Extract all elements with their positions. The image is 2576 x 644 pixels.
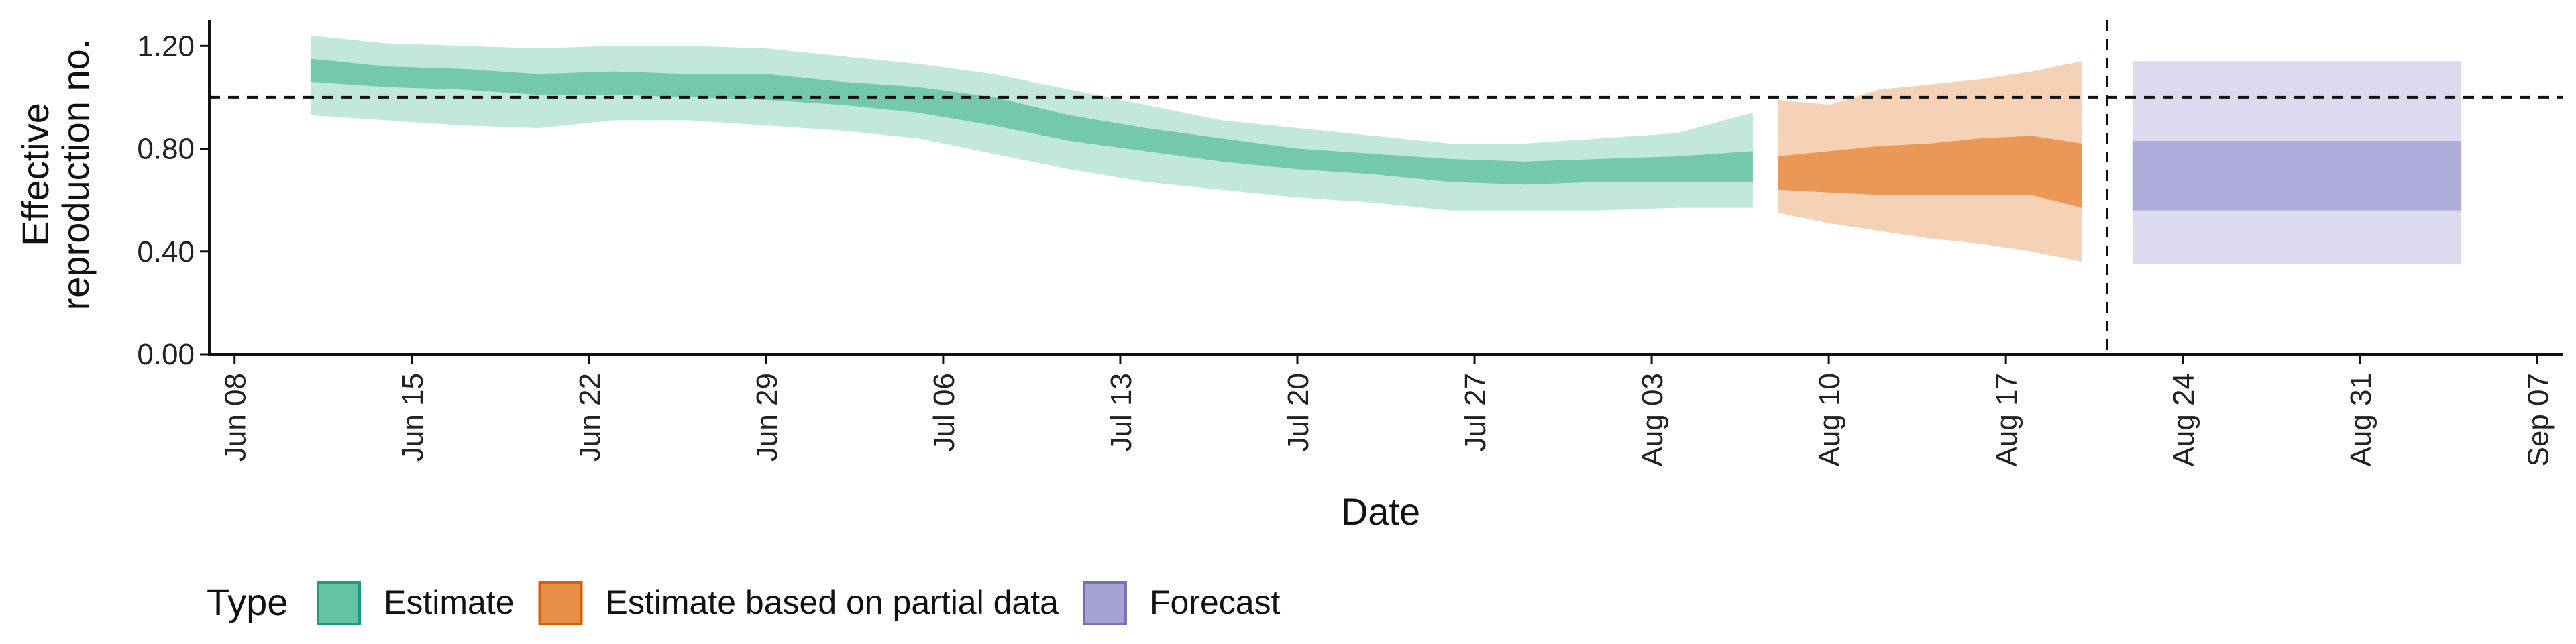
reference-layer (209, 20, 2563, 354)
x-tick-label: Aug 03 (1636, 373, 1669, 466)
x-tick-label: Jul 27 (1459, 373, 1492, 451)
y-tick-layer: 0.00 0.40 0.80 1.20 (137, 30, 209, 371)
x-tick-label: Aug 24 (2167, 373, 2200, 466)
legend-label-series-1: Estimate based on partial data (606, 584, 1059, 621)
x-tick-label: Jun 29 (751, 373, 784, 462)
y-axis-title-line-1: Effective (14, 103, 56, 246)
x-tick-label: Aug 10 (1813, 373, 1846, 466)
y-tick-label: 1.20 (137, 30, 195, 62)
legend-label-series-2: Forecast (1150, 584, 1281, 621)
legend-swatch-series-1 (538, 581, 583, 625)
y-tick-label: 0.40 (137, 235, 195, 268)
x-tick-label: Jun 08 (219, 373, 252, 462)
x-tick-label: Aug 17 (1990, 373, 2023, 466)
legend-swatch-series-0 (317, 581, 361, 625)
x-tick-label: Jul 13 (1105, 373, 1138, 451)
y-tick-label: 0.80 (137, 133, 195, 166)
legend-items: Estimate Estimate based on partial data Fo… (317, 581, 1281, 625)
band-inner-series-1 (1778, 136, 2082, 208)
legend-label-series-0: Estimate (384, 584, 515, 621)
y-tick-label: 0.00 (137, 338, 195, 371)
x-tick-label: Sep 07 (2522, 373, 2555, 466)
x-tick-label: Aug 31 (2345, 373, 2377, 466)
x-tick-label: Jul 20 (1282, 373, 1315, 451)
legend-title: Type (207, 581, 288, 623)
y-axis-title-line-2: reproduction no. (54, 39, 97, 311)
legend-swatch-series-2 (1082, 581, 1127, 625)
x-tick-label: Jun 15 (396, 373, 429, 462)
band-inner-series-2 (2132, 141, 2462, 211)
band-layer (310, 36, 2462, 264)
x-tick-label: Jul 06 (928, 373, 961, 451)
x-axis-title: Date (1341, 490, 1420, 533)
x-tick-label: Jun 22 (574, 373, 606, 462)
band-inner-series-0 (310, 58, 1753, 185)
legend: Type Estimate Estimate based on partial d… (207, 581, 1281, 625)
x-tick-layer: Jun 08 Jun 15 Jun 22 Jun 29 Jul 06 Jul 13 Jul … (219, 354, 2555, 466)
axes-layer (208, 20, 2563, 356)
